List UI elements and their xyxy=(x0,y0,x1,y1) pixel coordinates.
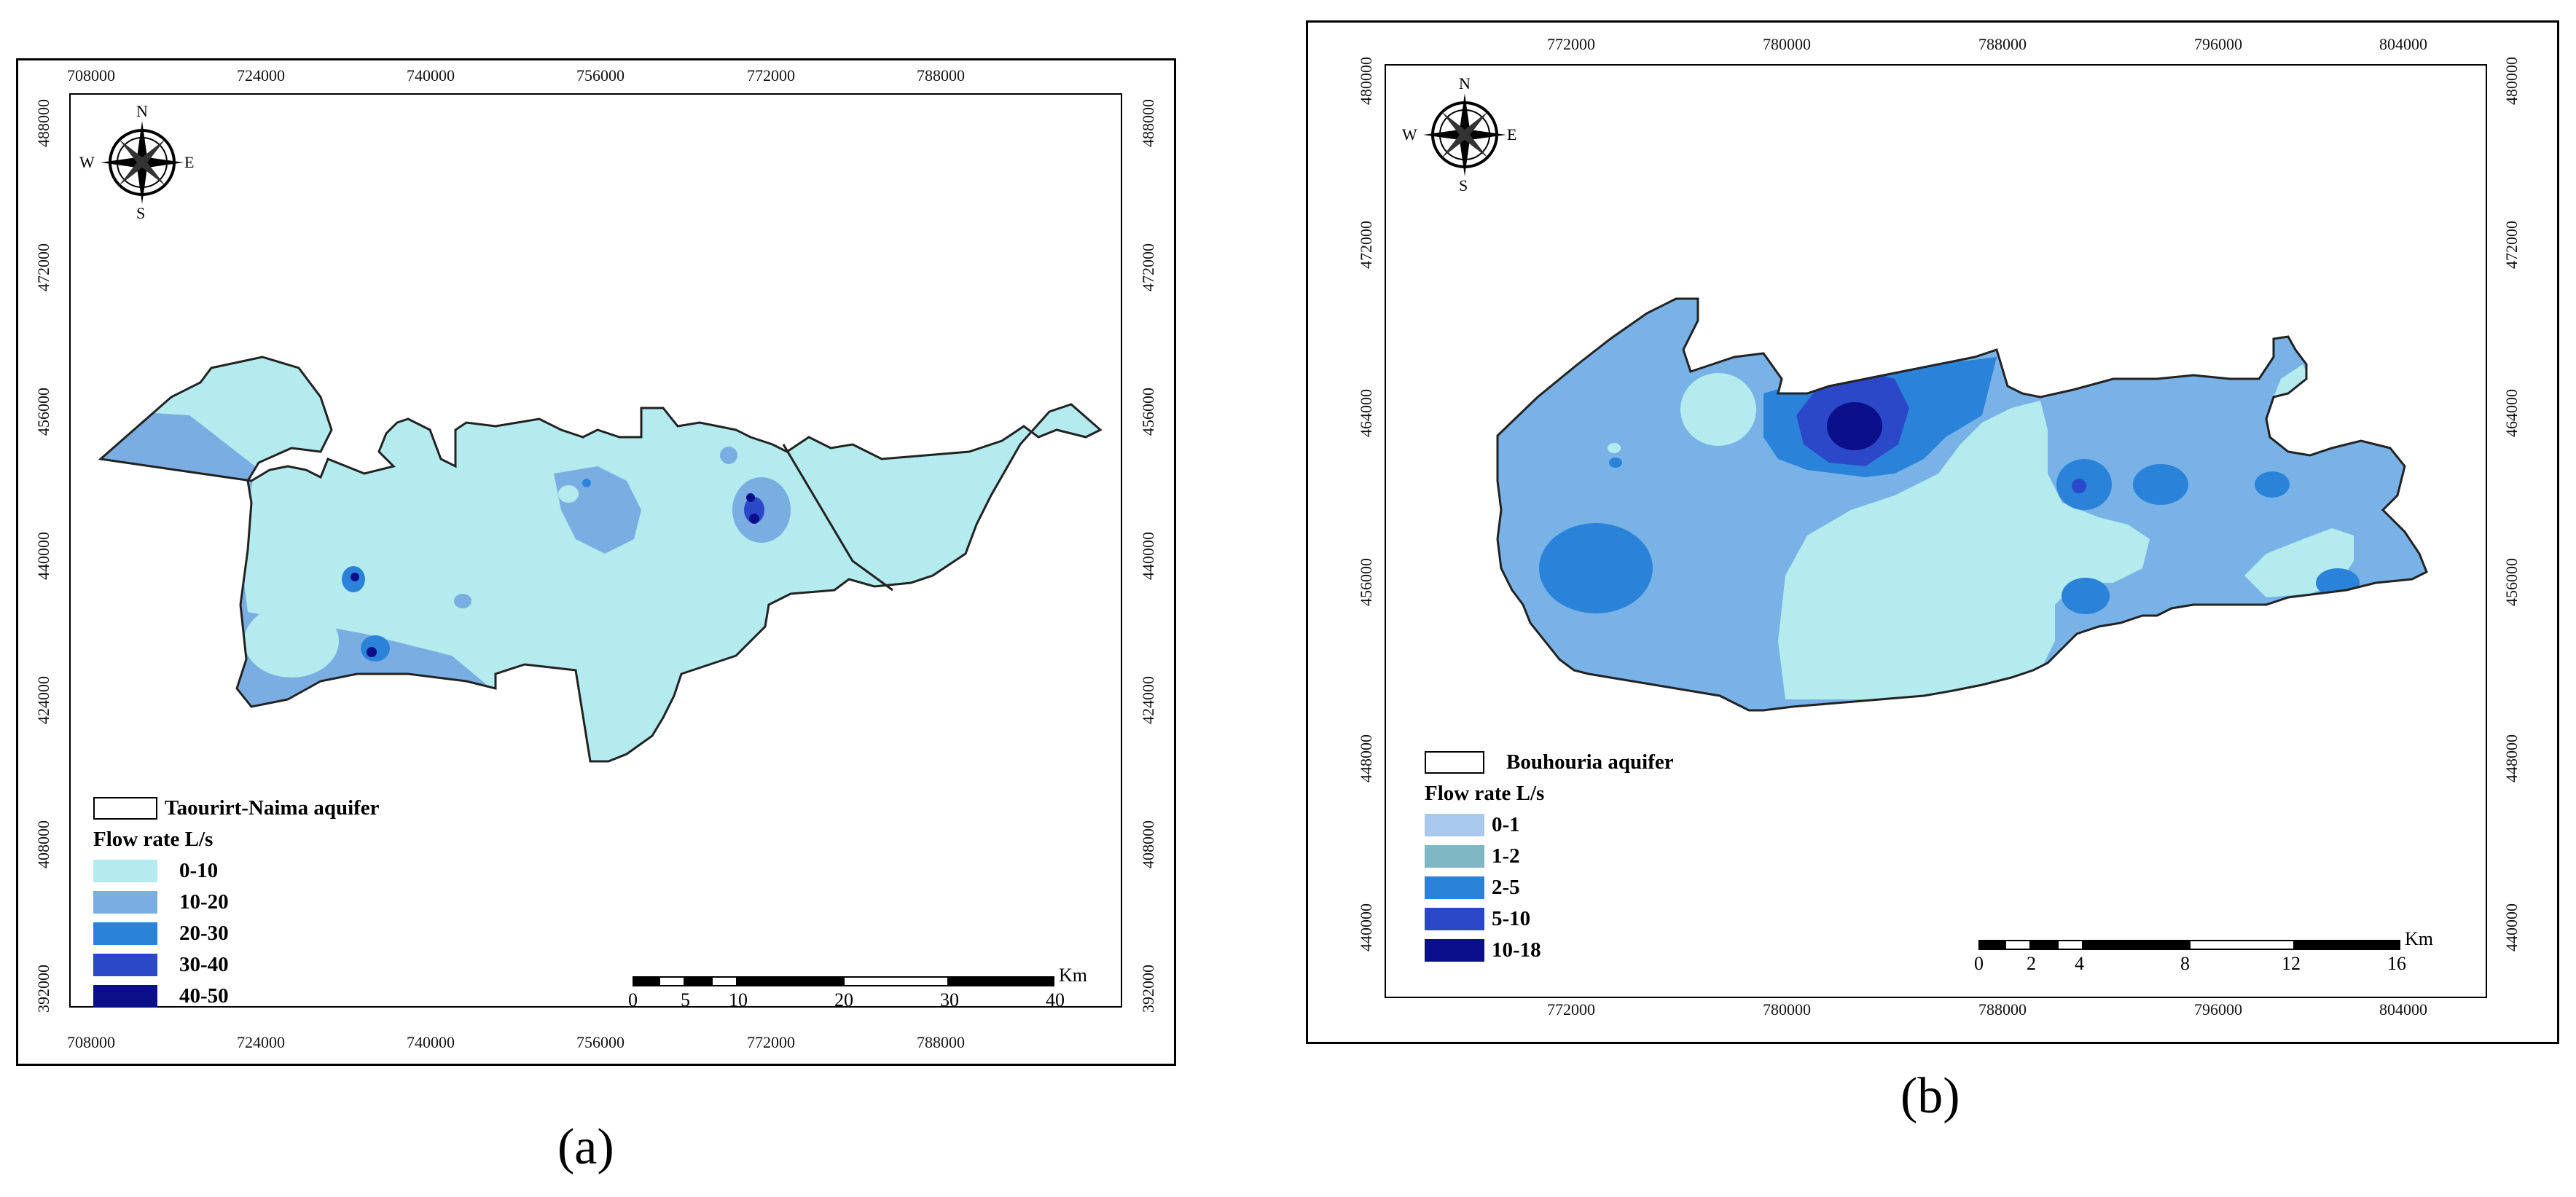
x-tick: 724000 xyxy=(237,66,285,85)
legend-swatch xyxy=(1425,876,1484,899)
legend-aquifer-label: Bouhouria aquifer xyxy=(1506,750,1674,774)
legend-title: Flow rate L/s xyxy=(1425,782,1545,805)
x-tick: 796000 xyxy=(2194,1000,2242,1019)
legend-aquifer-row: Taourirt-Naima aquifer xyxy=(93,793,380,824)
scale-unit: Km xyxy=(1059,965,1087,986)
scale-label: 4 xyxy=(2075,953,2084,974)
x-tick: 724000 xyxy=(237,1033,285,1051)
compass-e: E xyxy=(1507,125,1517,144)
scale-label: 12 xyxy=(2282,953,2301,974)
x-tick: 756000 xyxy=(576,66,625,85)
legend-class: 0-1 xyxy=(1425,809,1674,841)
compass-w: W xyxy=(1402,125,1417,144)
legend-swatch xyxy=(1425,939,1484,962)
scale-label: 5 xyxy=(681,989,690,1010)
legend-swatch xyxy=(1425,814,1484,836)
scale-label: 30 xyxy=(940,989,959,1010)
legend-aquifer-swatch xyxy=(1425,751,1484,774)
legend-title: Flow rate L/s xyxy=(93,828,214,851)
x-tick: 788000 xyxy=(917,1033,965,1051)
legend-class: 40-50 xyxy=(93,981,380,1012)
compass-e: E xyxy=(184,153,195,171)
panel-a-legend: Taourirt-Naima aquifer Flow rate L/s 0-1… xyxy=(93,793,380,1012)
panel-a-compass: N S W E xyxy=(79,102,195,222)
compass-s: S xyxy=(136,204,146,222)
compass-rose-icon xyxy=(101,121,184,204)
panel-a-scale-bar: Km 0 5 10 20 30 40 xyxy=(628,966,1087,1020)
x-tick: 772000 xyxy=(1547,1000,1595,1019)
x-tick: 740000 xyxy=(407,1033,455,1051)
x-tick: 756000 xyxy=(576,1033,625,1051)
x-tick: 780000 xyxy=(1763,1000,1811,1019)
legend-class: 5-10 xyxy=(1425,903,1674,935)
scale-label: 20 xyxy=(834,989,853,1010)
scale-label: 10 xyxy=(729,989,748,1010)
legend-class: 30-40 xyxy=(93,949,380,981)
legend-class: 1-2 xyxy=(1425,841,1674,872)
scale-label: 8 xyxy=(2180,953,2190,974)
panel-a-label: (a) xyxy=(557,1119,614,1175)
panel-b-scale-bar: Km 0 2 4 8 12 16 xyxy=(1974,930,2433,984)
panel-b-label: (b) xyxy=(1900,1068,1960,1124)
x-tick: 708000 xyxy=(67,1033,115,1051)
x-tick: 796000 xyxy=(2194,35,2242,53)
compass-n: N xyxy=(136,102,148,120)
x-tick: 772000 xyxy=(747,66,795,85)
legend-class: 10-20 xyxy=(93,887,380,918)
x-tick: 788000 xyxy=(1978,1000,2027,1019)
scale-label: 16 xyxy=(2387,953,2406,974)
legend-aquifer-swatch xyxy=(93,797,157,820)
legend-swatch xyxy=(93,922,157,945)
x-tick: 788000 xyxy=(1978,35,2027,53)
scale-label: 0 xyxy=(1974,953,1984,974)
legend-swatch xyxy=(93,891,157,914)
scale-unit: Km xyxy=(2405,928,2433,949)
compass-n: N xyxy=(1459,74,1471,93)
legend-swatch xyxy=(93,860,157,882)
legend-swatch xyxy=(1425,908,1484,930)
legend-class: 2-5 xyxy=(1425,872,1674,903)
legend-swatch xyxy=(1425,845,1484,868)
compass-rose-icon xyxy=(1423,93,1506,176)
legend-class: 20-30 xyxy=(93,918,380,949)
x-tick: 788000 xyxy=(917,66,965,85)
compass-w: W xyxy=(79,153,95,171)
panel-b-legend: Bouhouria aquifer Flow rate L/s 0-1 1-2 … xyxy=(1425,747,1674,966)
legend-swatch xyxy=(93,985,157,1008)
compass-s: S xyxy=(1459,176,1468,195)
x-tick: 708000 xyxy=(67,66,115,85)
x-tick: 804000 xyxy=(2379,35,2427,53)
legend-class: 0-10 xyxy=(93,855,380,887)
scale-label: 2 xyxy=(2027,953,2036,974)
x-tick: 780000 xyxy=(1763,35,1811,53)
panel-b-compass: N S W E xyxy=(1402,74,1517,195)
legend-aquifer-label: Taourirt-Naima aquifer xyxy=(165,796,380,820)
scale-label: 40 xyxy=(1046,989,1065,1010)
x-tick: 772000 xyxy=(1547,35,1595,53)
legend-class: 10-18 xyxy=(1425,935,1674,966)
x-tick: 804000 xyxy=(2379,1000,2427,1019)
x-tick: 740000 xyxy=(407,66,455,85)
legend-swatch xyxy=(93,954,157,976)
scale-label: 0 xyxy=(628,989,638,1010)
legend-aquifer-row: Bouhouria aquifer xyxy=(1425,747,1674,778)
x-tick: 772000 xyxy=(747,1033,795,1051)
